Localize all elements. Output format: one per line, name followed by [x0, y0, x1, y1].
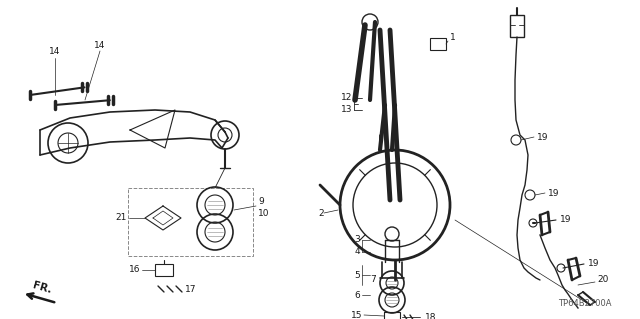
- Text: 9: 9: [258, 197, 264, 206]
- Text: 6: 6: [355, 291, 360, 300]
- Text: FR.: FR.: [31, 280, 52, 295]
- Text: 19: 19: [548, 189, 559, 197]
- Text: 7: 7: [370, 276, 376, 285]
- Bar: [384, 312, 400, 319]
- Text: 10: 10: [258, 210, 269, 219]
- Text: 16: 16: [129, 265, 140, 275]
- Text: 15: 15: [351, 310, 362, 319]
- Text: 18: 18: [425, 314, 436, 319]
- Text: 14: 14: [94, 41, 106, 49]
- Text: TP64B2700A: TP64B2700A: [559, 299, 612, 308]
- Text: 19: 19: [560, 216, 572, 225]
- Bar: [155, 264, 173, 276]
- Text: 1: 1: [450, 33, 456, 42]
- Text: 13: 13: [340, 106, 352, 115]
- Text: 20: 20: [597, 276, 609, 285]
- Text: 3: 3: [355, 235, 360, 244]
- Text: 12: 12: [340, 93, 352, 102]
- Text: 21: 21: [116, 213, 127, 222]
- Text: 14: 14: [49, 48, 61, 56]
- Text: 5: 5: [355, 271, 360, 279]
- Text: 19: 19: [588, 259, 600, 269]
- Bar: [430, 38, 446, 50]
- Text: 2: 2: [318, 209, 324, 218]
- Text: 17: 17: [185, 285, 196, 293]
- Text: 19: 19: [537, 132, 548, 142]
- Bar: [510, 15, 524, 37]
- Text: 4: 4: [355, 248, 360, 256]
- Bar: [128, 188, 253, 256]
